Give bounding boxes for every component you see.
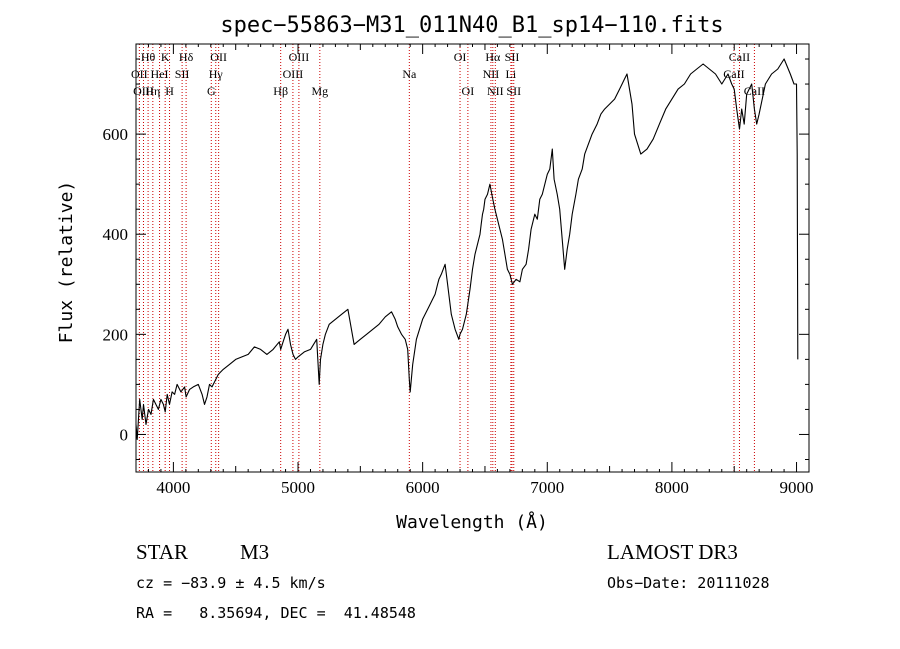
spectral-line-label: OII	[131, 67, 148, 81]
series-line-flux	[135, 58, 799, 441]
spectral-line-label: CaII	[723, 67, 744, 81]
spectral-line-label: SII	[505, 50, 520, 64]
x-axis-ticks: 4000 5000 6000 7000 8000 9000	[135, 44, 814, 497]
spectral-line-markers	[138, 44, 755, 472]
spectral-line-label: OIII	[283, 67, 304, 81]
spectral-line-label: NII	[487, 84, 504, 98]
spectral-line-label: Hβ	[273, 84, 288, 98]
spectral-line-label: CaII	[744, 84, 765, 98]
plot-frame	[135, 43, 810, 473]
spectral-line-label: HeI	[151, 67, 169, 81]
spectral-line-label: Hθ	[141, 50, 156, 64]
spectral-line-label: SII	[175, 67, 190, 81]
spectral-line-label: K	[161, 50, 170, 64]
spectral-line-label: G	[207, 84, 216, 98]
x-tick-label: 6000	[406, 478, 440, 497]
spectral-line-label: OI	[462, 84, 475, 98]
coords-text: RA = 8.35694, DEC = 41.48548	[136, 604, 416, 622]
redshift-text: cz = −83.9 ± 4.5 km/s	[136, 574, 326, 592]
x-axis-label: Wavelength (Å)	[396, 511, 548, 533]
spectral-line-label: OIII	[133, 84, 154, 98]
spectral-line-label: Hδ	[179, 50, 194, 64]
spectral-line-label: Hη	[145, 84, 160, 98]
obs-date-text: Obs−Date: 20111028	[607, 574, 770, 592]
spectral-line-label: Hγ	[209, 67, 224, 81]
spectral-line-label: OII	[210, 50, 227, 64]
object-class: STAR	[136, 540, 188, 564]
y-tick-label: 600	[103, 125, 129, 144]
spectral-line-label: H	[165, 84, 174, 98]
chart-title: spec−55863−M31_011N40_B1_sp14−110.fits	[220, 13, 723, 38]
x-tick-label: 9000	[780, 478, 814, 497]
spectral-line-label: Mg	[311, 84, 328, 98]
spectral-line-label: NII	[483, 67, 500, 81]
object-subclass: M3	[240, 540, 269, 564]
spectral-line-label: Hα	[485, 50, 501, 64]
y-axis-label: Flux (relative)	[56, 181, 77, 344]
y-tick-label: 0	[120, 425, 129, 444]
series-layer	[135, 58, 799, 441]
y-tick-label: 400	[103, 225, 129, 244]
spectral-line-label: CaII	[729, 50, 750, 64]
x-tick-label: 5000	[281, 478, 315, 497]
y-axis-ticks: 0 200 400 600	[103, 58, 809, 460]
y-tick-label: 200	[103, 325, 129, 344]
spectral-line-label: Li	[506, 67, 517, 81]
x-tick-label: 7000	[530, 478, 564, 497]
spectral-line-label: SII	[506, 84, 521, 98]
x-tick-label: 4000	[156, 478, 190, 497]
x-tick-label: 8000	[655, 478, 689, 497]
spectral-line-label: OI	[454, 50, 467, 64]
spectral-line-label: OIII	[289, 50, 310, 64]
survey-name: LAMOST DR3	[607, 540, 738, 564]
spectral-line-label: Na	[402, 67, 417, 81]
